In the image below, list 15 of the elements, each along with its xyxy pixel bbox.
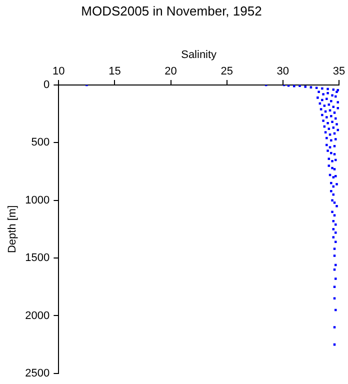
x-tick-label: 35	[332, 65, 346, 78]
x-tick-label: 20	[164, 65, 177, 78]
x-tick-label: 10	[52, 65, 65, 78]
x-axis-title: Salinity	[181, 49, 218, 62]
y-tick-label: 2000	[25, 310, 50, 322]
x-tick-label: 25	[220, 65, 233, 78]
y-tick-label: 0	[44, 79, 50, 92]
y-axis-title: Depth [m]	[6, 205, 19, 254]
x-tick-label: 30	[276, 65, 290, 78]
y-tick-label: 2500	[25, 367, 50, 380]
y-tick-label: 1500	[25, 252, 50, 264]
y-tick-label: 500	[31, 136, 50, 149]
y-tick-label: 1000	[25, 194, 50, 206]
x-tick-label: 15	[108, 65, 121, 78]
chart-title: MODS2005 in November, 1952	[81, 3, 262, 18]
